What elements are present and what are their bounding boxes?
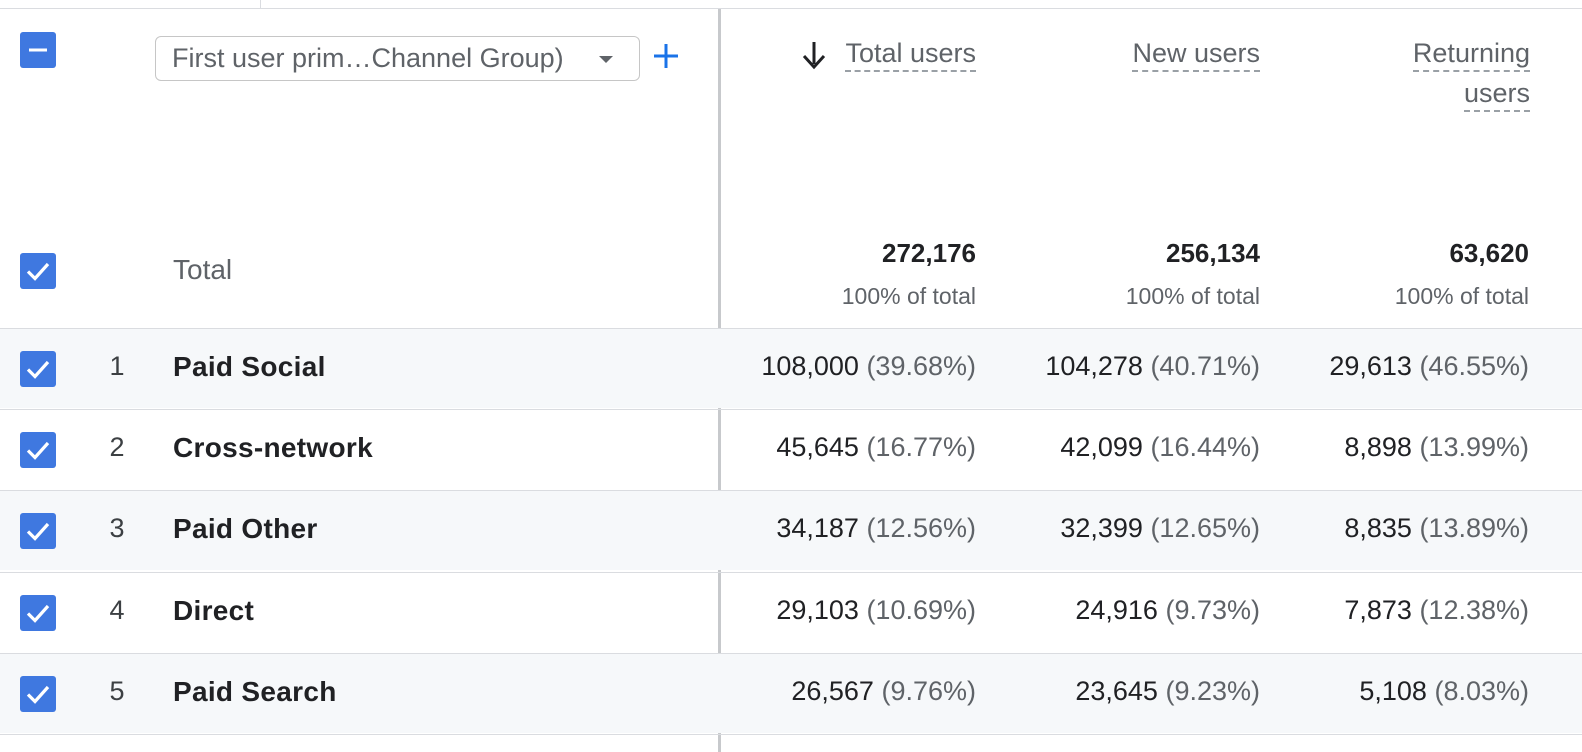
returning-users-cell-value: 7,873 [1344,595,1412,625]
row-checkbox[interactable] [20,676,56,712]
returning-users-cell-percent: (12.38%) [1419,595,1529,625]
new-users-cell: 104,278 (40.71%) [1000,351,1260,382]
checkmark-icon [26,604,50,623]
header-new-users-label: New users [1132,38,1260,72]
returning-users-total: 63,620 [1449,238,1529,268]
total-users-cell-value: 34,187 [776,513,859,543]
returning-users-cell-percent: (13.89%) [1419,513,1529,543]
row-rank: 5 [109,676,125,706]
total-users-cell: 34,187 (12.56%) [716,513,976,544]
table-row[interactable]: 5 Paid Search 26,567 (9.76%) 23,645 (9.23%)… [0,653,1582,733]
new-users-cell: 32,399 (12.65%) [1000,513,1260,544]
checkmark-icon [26,685,50,704]
row-rank: 4 [109,595,125,625]
dimension-dropdown-label: First user prim…Channel Group) [172,43,564,73]
new-users-cell-percent: (9.23%) [1165,676,1260,706]
new-users-cell: 42,099 (16.44%) [1000,432,1260,463]
total-users-cell-percent: (39.68%) [866,351,976,381]
table-row[interactable]: 2 Cross-network 45,645 (16.77%) 42,099 (16.… [0,409,1582,489]
checkmark-icon [26,262,50,281]
total-users-cell-value: 45,645 [776,432,859,462]
returning-users-cell-value: 5,108 [1359,676,1427,706]
checkmark-icon [26,522,50,541]
row-checkbox[interactable] [20,432,56,468]
new-users-cell-percent: (40.71%) [1150,351,1260,381]
total-users-cell-value: 26,567 [791,676,874,706]
select-all-checkbox[interactable] [20,32,56,68]
row-channel-name[interactable]: Cross-network [173,432,373,463]
row-channel-name[interactable]: Paid Other [173,513,318,544]
total-users-cell-percent: (16.77%) [866,432,976,462]
table-row[interactable]: 1 Paid Social 108,000 (39.68%) 104,278 (40.… [0,328,1582,408]
new-users-cell: 23,645 (9.23%) [1000,676,1260,707]
bottom-divider [0,734,1582,735]
returning-users-cell-percent: (46.55%) [1419,351,1529,381]
new-users-cell: 24,916 (9.73%) [1000,595,1260,626]
header-returning-users-label-2: users [1463,78,1530,112]
total-users-total: 272,176 [882,238,976,268]
total-users-cell: 26,567 (9.76%) [716,676,976,707]
new-users-cell-value: 32,399 [1060,513,1143,543]
sort-arrow-down-icon[interactable] [800,40,828,70]
header-total-users[interactable]: Total users [836,33,976,73]
returning-users-cell: 29,613 (46.55%) [1269,351,1529,382]
returning-users-cell: 5,108 (8.03%) [1269,676,1529,707]
add-dimension-plus-icon[interactable] [652,42,680,70]
returning-users-cell: 7,873 (12.38%) [1269,595,1529,626]
new-users-cell-percent: (12.65%) [1150,513,1260,543]
total-checkbox[interactable] [20,253,56,289]
new-users-total-pct: 100% of total [1125,283,1260,309]
returning-users-cell: 8,898 (13.99%) [1269,432,1529,463]
total-users-cell-percent: (10.69%) [866,595,976,625]
row-rank: 3 [109,513,125,543]
table-row[interactable]: 3 Paid Other 34,187 (12.56%) 32,399 (12.65%… [0,490,1582,570]
row-rank: 2 [109,432,125,462]
total-users-cell: 45,645 (16.77%) [716,432,976,463]
new-users-cell-percent: (16.44%) [1150,432,1260,462]
total-users-cell-percent: (12.56%) [866,513,976,543]
total-users-cell: 108,000 (39.68%) [716,351,976,382]
new-users-cell-value: 24,916 [1075,595,1158,625]
checkmark-icon [26,360,50,379]
top-divider-stub [260,0,261,9]
returning-users-cell-value: 8,835 [1344,513,1412,543]
row-channel-name[interactable]: Paid Social [173,351,326,382]
total-users-cell-percent: (9.76%) [881,676,976,706]
returning-users-cell-value: 8,898 [1344,432,1412,462]
returning-users-cell-value: 29,613 [1329,351,1412,381]
total-users-total-pct: 100% of total [841,283,976,309]
header-returning-users[interactable]: Returning users [1380,33,1530,113]
returning-users-total-pct: 100% of total [1394,283,1529,309]
row-channel-name[interactable]: Direct [173,595,255,626]
row-checkbox[interactable] [20,595,56,631]
header-total-users-label: Total users [845,38,976,72]
header-new-users[interactable]: New users [1100,33,1260,73]
returning-users-cell: 8,835 (13.89%) [1269,513,1529,544]
total-users-cell: 29,103 (10.69%) [716,595,976,626]
total-users-cell-value: 29,103 [776,595,859,625]
returning-users-cell-percent: (13.99%) [1419,432,1529,462]
top-divider [0,8,1582,9]
new-users-total: 256,134 [1166,238,1260,268]
minus-icon [29,48,47,52]
checkmark-icon [26,441,50,460]
total-label: Total [173,254,233,285]
dimension-dropdown[interactable]: First user prim…Channel Group) [155,36,640,81]
table-row[interactable]: 4 Direct 29,103 (10.69%) 24,916 (9.73%) 7,87… [0,572,1582,652]
new-users-cell-value: 104,278 [1045,351,1143,381]
row-rank: 1 [109,351,125,381]
row-channel-name[interactable]: Paid Search [173,676,337,707]
caret-down-icon [599,56,613,63]
new-users-cell-value: 42,099 [1060,432,1143,462]
new-users-cell-value: 23,645 [1075,676,1158,706]
row-checkbox[interactable] [20,351,56,387]
returning-users-cell-percent: (8.03%) [1434,676,1529,706]
total-users-cell-value: 108,000 [761,351,859,381]
row-checkbox[interactable] [20,513,56,549]
header-returning-users-label-1: Returning [1412,38,1530,72]
new-users-cell-percent: (9.73%) [1165,595,1260,625]
